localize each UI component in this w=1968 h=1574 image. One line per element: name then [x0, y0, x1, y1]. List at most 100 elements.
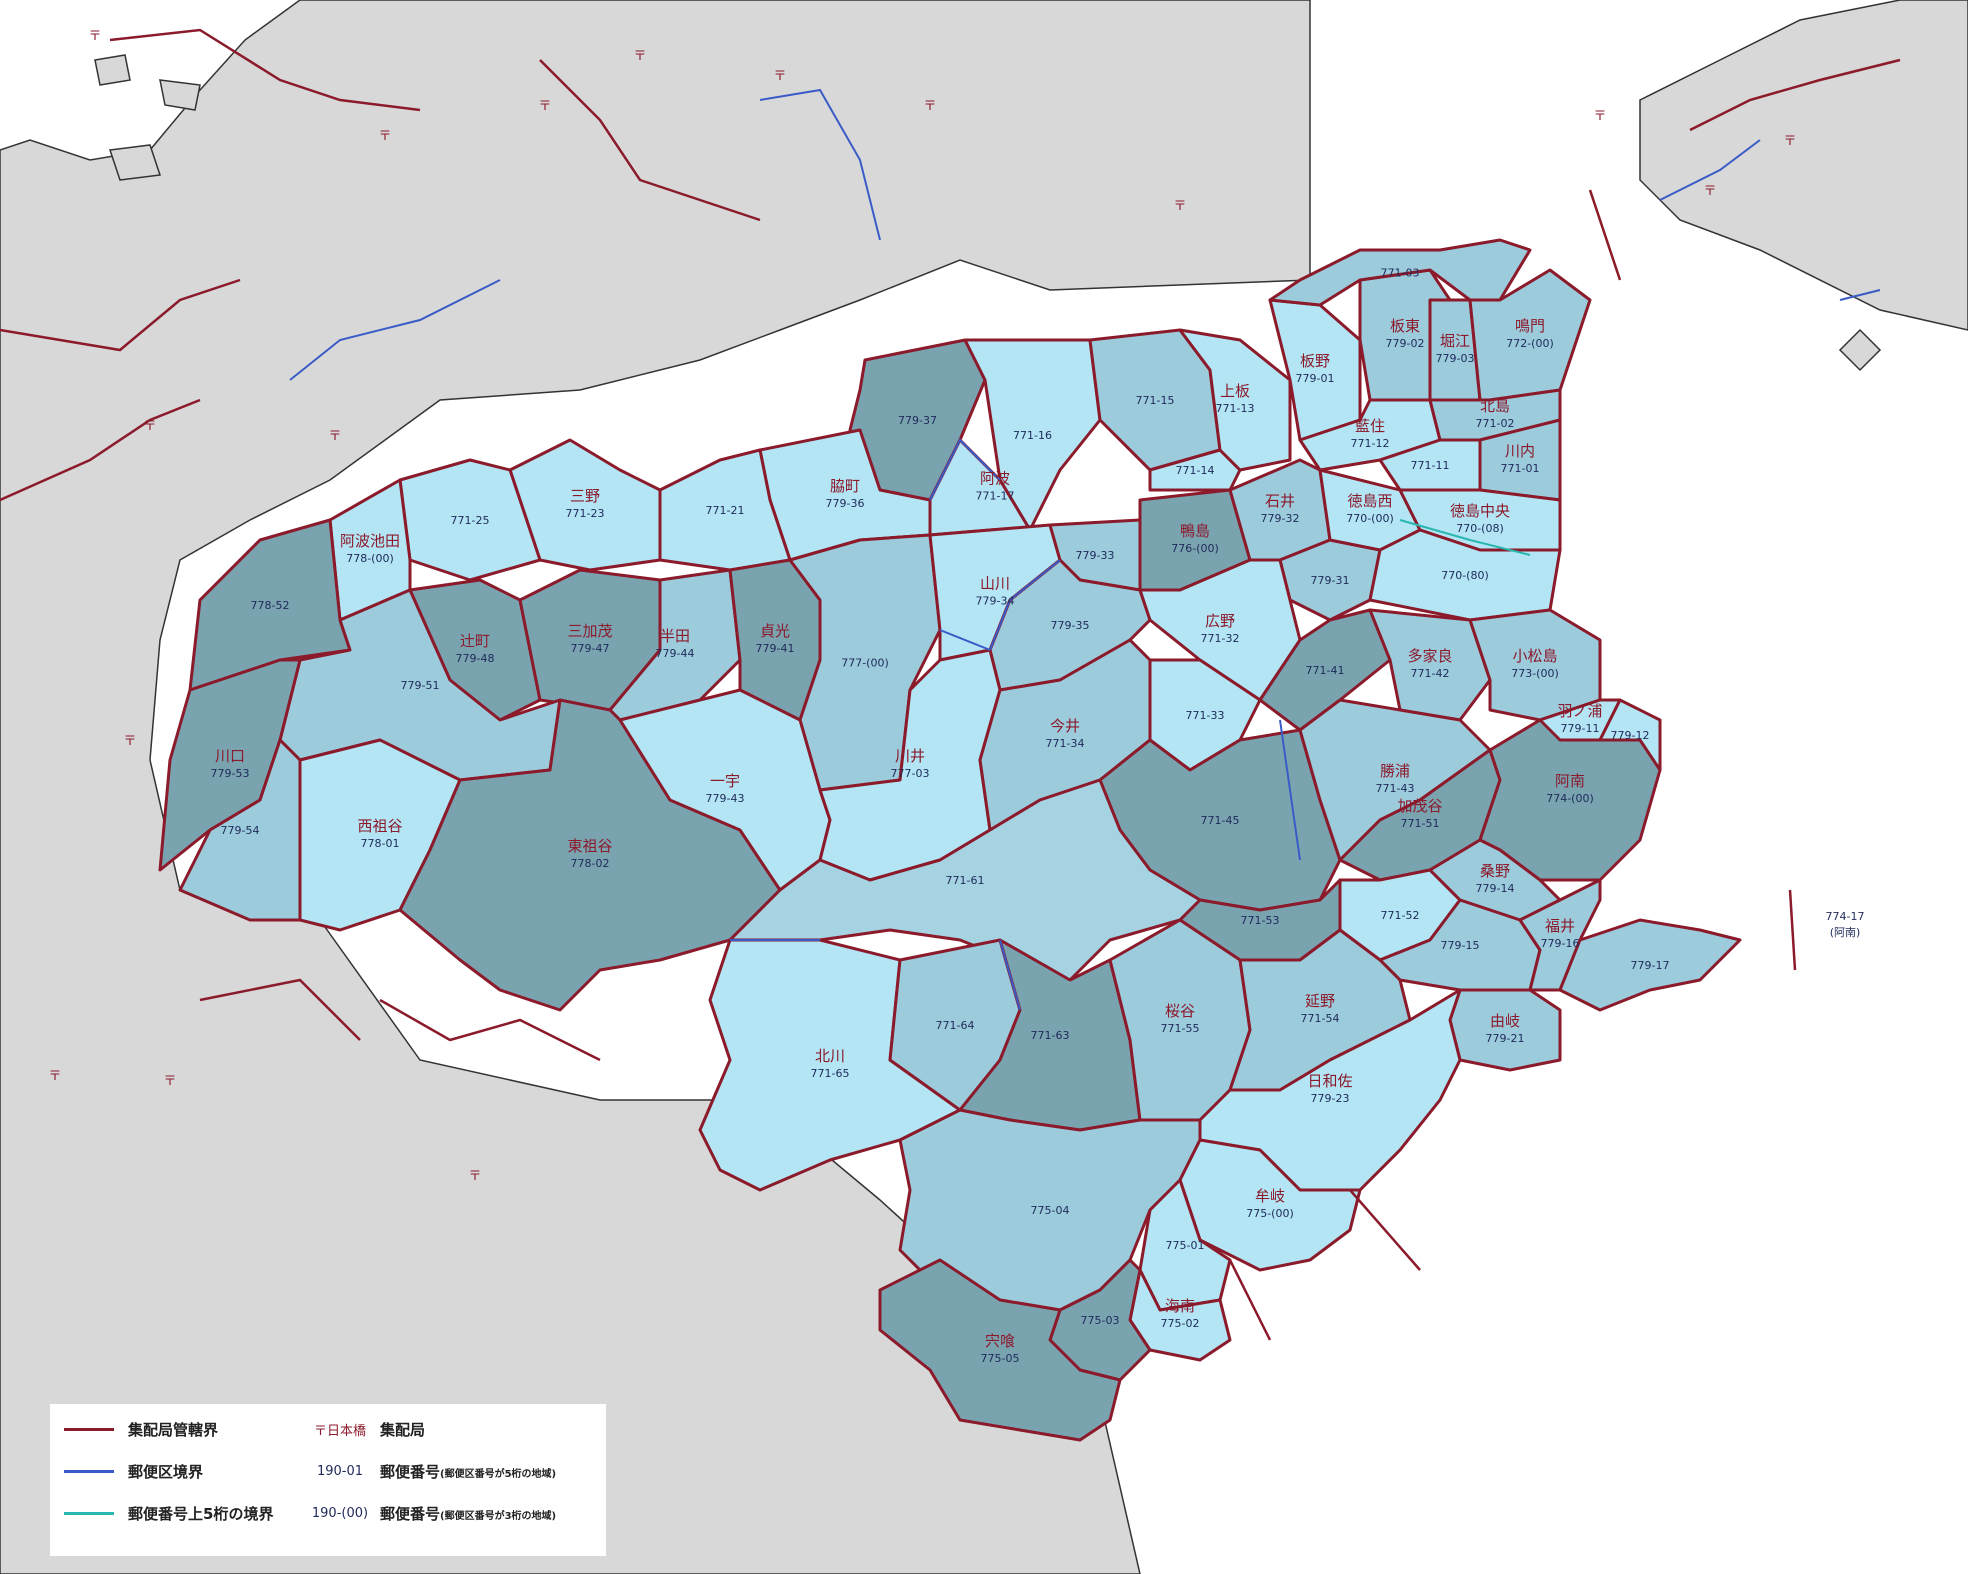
region-770-80[interactable]: [1368, 528, 1562, 622]
svg-text:〒: 〒: [163, 1074, 176, 1089]
region-name: 北川: [815, 1047, 845, 1065]
region-code: 771-33: [1186, 709, 1225, 722]
region-labels: 779-37 771-16 771-15 阿波 771-17 771-14 上板 771-13…: [211, 267, 1670, 1366]
region-code: 771-43: [1376, 782, 1415, 795]
region-code: 775-05: [981, 1352, 1020, 1365]
svg-text:〒: 〒: [48, 1069, 61, 1084]
region-771-32[interactable]: [1138, 558, 1302, 702]
region-code: 770-(80): [1441, 569, 1489, 582]
region-771-23[interactable]: [508, 438, 662, 572]
region-name: 加茂谷: [1397, 797, 1442, 815]
legend-upper5-label: 郵便番号上5桁の境界: [128, 1504, 274, 1523]
region-name: 桜谷: [1165, 1002, 1195, 1020]
region-code: 771-63: [1031, 1029, 1070, 1042]
region-code: 771-01: [1501, 462, 1540, 475]
region-code: 777-03: [891, 767, 930, 780]
region-771-14[interactable]: [1148, 448, 1242, 492]
svg-text:〒: 〒: [328, 429, 341, 444]
region-code: 771-15: [1136, 394, 1175, 407]
region-code: 775-02: [1161, 1317, 1200, 1330]
region-name: 三加茂: [567, 622, 612, 640]
legend-code3-desc-main: 郵便番号: [380, 1504, 441, 1523]
legend-code5-note: (郵便区番号が5桁の地域): [440, 1468, 557, 1480]
region-name: 今井: [1050, 717, 1080, 735]
region-name: 海南: [1165, 1297, 1195, 1315]
legend-code5-sample: 190-01: [316, 1463, 364, 1479]
region-name: 辻町: [460, 632, 490, 650]
legend-code3-sample: 190-(00): [311, 1505, 369, 1521]
region-code: 778-01: [361, 837, 400, 850]
region-code: 771-65: [811, 1067, 850, 1080]
region-code: 771-53: [1241, 914, 1280, 927]
region-code: 771-23: [566, 507, 605, 520]
region-code: 779-03: [1436, 352, 1475, 365]
region-code: 771-13: [1216, 402, 1255, 415]
region-name: 牟岐: [1255, 1187, 1285, 1205]
region-771-11[interactable]: [1378, 438, 1482, 492]
region-779-21[interactable]: [1448, 988, 1562, 1072]
region-name: 鴨島: [1180, 522, 1210, 540]
region-name: 板野: [1300, 352, 1330, 370]
region-code: 779-21: [1486, 1032, 1525, 1045]
region-code: 779-12: [1611, 729, 1650, 742]
region-code: 779-44: [656, 647, 695, 660]
region-code: 771-12: [1351, 437, 1390, 450]
region-code: 778-02: [571, 857, 610, 870]
region-name: 上板: [1220, 382, 1250, 400]
svg-text:〒: 〒: [468, 1169, 481, 1184]
region-code: 779-34: [976, 595, 1015, 608]
region-code: 777-(00): [841, 657, 889, 670]
region-code: 771-11: [1411, 459, 1450, 472]
region-code: 775-01: [1166, 1239, 1205, 1252]
legend-code3-desc: 郵便番号(郵便区番号が3桁の地域): [380, 1503, 556, 1524]
region-code: 771-54: [1301, 1012, 1340, 1025]
region-code: 775-04: [1031, 1204, 1070, 1217]
region-779-12[interactable]: [1598, 698, 1662, 772]
region-code: 771-17: [976, 490, 1015, 503]
region-code: 779-02: [1386, 337, 1425, 350]
upper5-boundaries: [1399, 519, 1531, 556]
legend-code3-note: (郵便区番号が3桁の地域): [440, 1510, 557, 1522]
legend-po-sample: 〒日本橋: [313, 1423, 366, 1439]
legend-po: 〒日本橋 集配局: [300, 1414, 425, 1444]
svg-text:〒: 〒: [538, 99, 551, 114]
legend-upper5: 郵便番号上5桁の境界: [64, 1498, 273, 1528]
region-code: 771-55: [1161, 1022, 1200, 1035]
region-771-13[interactable]: [1178, 328, 1292, 472]
legend-po-desc: 集配局: [380, 1420, 426, 1439]
region-name: 一宇: [710, 772, 740, 790]
legend-postal-label: 郵便区境界: [128, 1462, 204, 1481]
region-code: 771-42: [1411, 667, 1450, 680]
legend-upper5-swatch: [64, 1511, 114, 1515]
region-775-05[interactable]: [878, 1258, 1122, 1442]
region-name: 広野: [1205, 612, 1235, 630]
region-name: 日和佐: [1307, 1072, 1352, 1090]
region-code: 779-35: [1051, 619, 1090, 632]
region-code: 779-17: [1631, 959, 1670, 972]
region-code: 771-64: [936, 1019, 975, 1032]
postal-boundaries: [289, 88, 1881, 1011]
region-771-21[interactable]: [658, 448, 792, 572]
region-name: 川内: [1505, 442, 1535, 460]
region-779-17[interactable]: [1558, 918, 1742, 1012]
region-code: 779-54: [221, 824, 260, 837]
region-code: 778-(00): [346, 552, 394, 565]
region-code: 771-16: [1013, 429, 1052, 442]
region-code: 774-(00): [1546, 792, 1594, 805]
region-name: 貞光: [760, 622, 790, 640]
legend-code5-desc: 郵便番号(郵便区番号が5桁の地域): [380, 1461, 556, 1482]
region-code: 770-(08): [1456, 522, 1504, 535]
region-name: 藍住: [1355, 417, 1385, 435]
svg-text:〒: 〒: [1783, 134, 1796, 149]
region-code: 779-23: [1311, 1092, 1350, 1105]
region-code: 771-02: [1476, 417, 1515, 430]
svg-text:〒: 〒: [633, 49, 646, 64]
svg-text:〒: 〒: [1173, 199, 1186, 214]
region-name: 宍喰: [985, 1332, 1015, 1350]
region-code: 771-51: [1401, 817, 1440, 830]
region-name: 東祖谷: [567, 837, 612, 855]
region-code: 779-48: [456, 652, 495, 665]
region-name: 徳島西: [1347, 492, 1392, 510]
